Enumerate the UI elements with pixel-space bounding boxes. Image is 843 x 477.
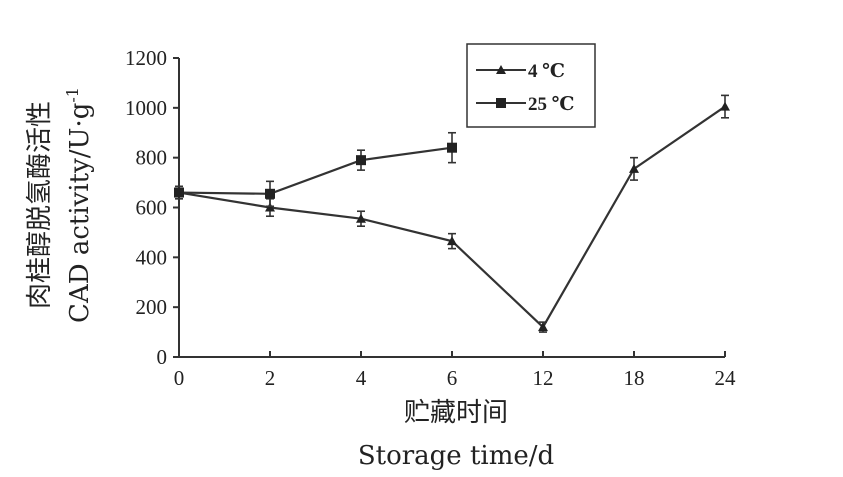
x-axis-title-en: Storage time/d: [358, 441, 554, 471]
x-axis-title-cn: 贮藏时间: [404, 398, 508, 428]
y-axis-title-en-main: CAD activity/U·g: [65, 103, 95, 323]
y-axis-title-en-group: CAD activity/U·g-1: [63, 87, 95, 323]
y-axis-title-cn: 肉桂醇脱氢酶活性: [25, 101, 55, 309]
data-point-square: [265, 188, 275, 199]
legend: 4 ℃ 25 ℃: [466, 43, 596, 128]
series-layer: [174, 94, 730, 333]
x-tick-label: 0: [174, 366, 185, 390]
x-tick-label: 6: [447, 366, 458, 390]
y-tick-label: 1200: [125, 46, 167, 70]
legend-box: [466, 43, 596, 128]
y-tick-label: 400: [136, 245, 168, 269]
legend-label-25c: 25 ℃: [528, 94, 575, 115]
data-point-square: [356, 155, 366, 166]
y-axis-title-en: CAD activity/U·g-1: [63, 87, 95, 323]
x-ticks: 0 2 4 6 12 18 24: [174, 351, 736, 390]
series-line: [178, 146, 453, 195]
data-point-square: [447, 142, 457, 153]
y-tick-label: 200: [136, 295, 168, 319]
y-tick-label: 1000: [125, 96, 167, 120]
y-tick-label: 800: [136, 146, 168, 170]
y-tick-label: 0: [157, 345, 168, 369]
legend-marker-square: [496, 98, 506, 108]
x-tick-label: 12: [533, 366, 554, 390]
data-point-triangle: [538, 322, 548, 332]
legend-label-4c: 4 ℃: [528, 61, 565, 82]
x-tick-label: 18: [624, 366, 645, 390]
x-tick-label: 4: [356, 366, 367, 390]
data-point-square: [174, 187, 184, 198]
data-point-triangle: [356, 213, 366, 223]
data-point-triangle: [720, 101, 730, 111]
y-ticks: 0 200 400 600 800 1000 1200: [125, 46, 179, 369]
y-axis-title: 肉桂醇脱氢酶活性: [25, 101, 55, 309]
x-tick-label: 24: [715, 366, 737, 390]
legend-marker-triangle: [496, 65, 506, 74]
y-axis-title-en-sup: -1: [63, 87, 82, 103]
data-point-triangle: [447, 236, 457, 246]
x-tick-label: 2: [265, 366, 276, 390]
data-point-triangle: [629, 163, 639, 173]
y-tick-label: 600: [136, 196, 168, 220]
